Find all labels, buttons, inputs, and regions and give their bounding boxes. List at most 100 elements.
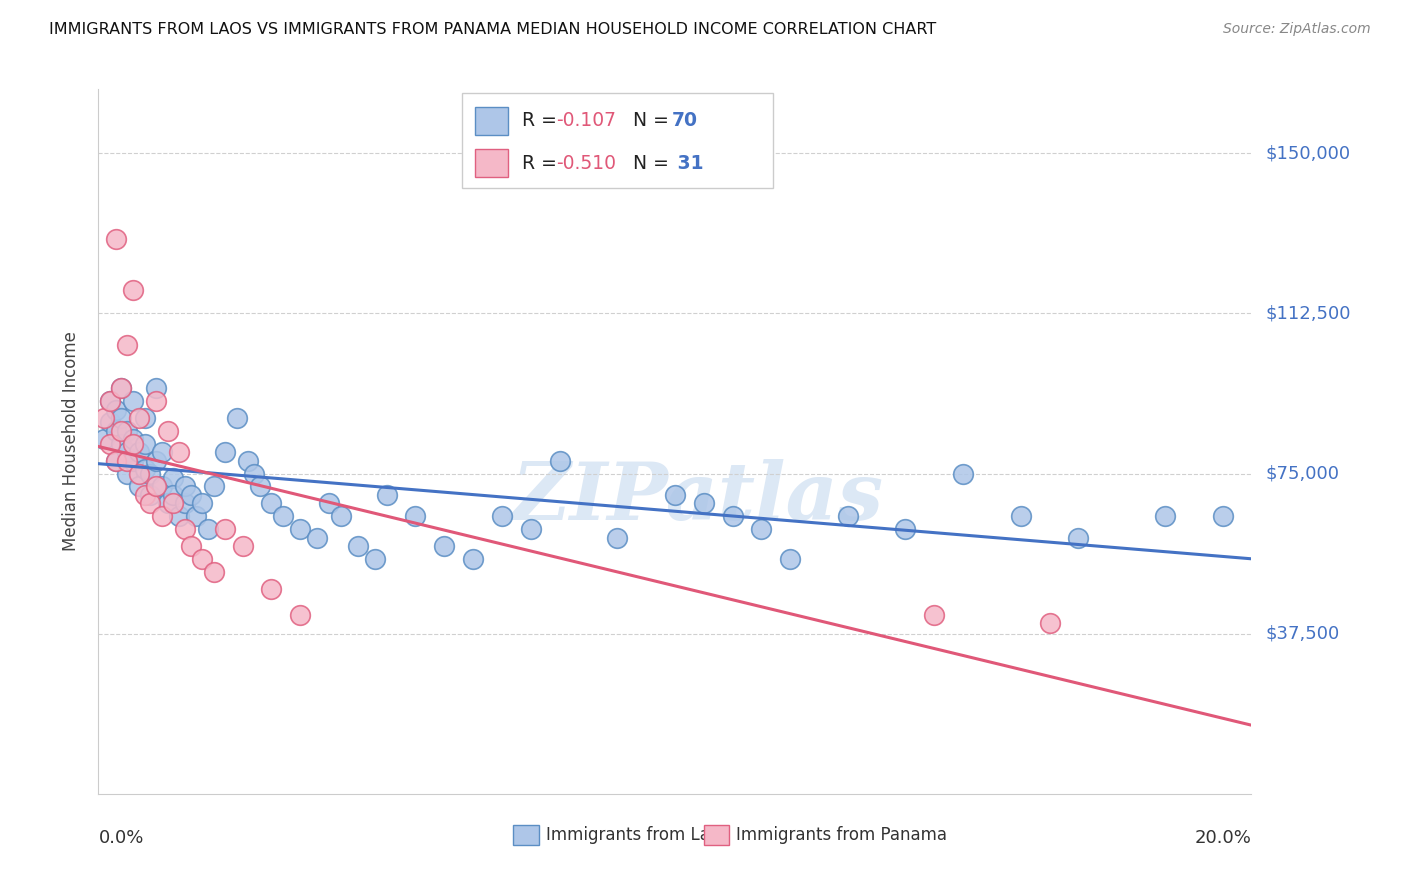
- Point: [837, 509, 859, 524]
- Point: [290, 607, 312, 622]
- Point: [145, 479, 167, 493]
- Point: [150, 479, 173, 493]
- Point: [186, 509, 208, 524]
- Point: [924, 607, 946, 622]
- Point: [98, 394, 121, 409]
- Point: [433, 539, 456, 553]
- Point: [134, 411, 156, 425]
- Point: [117, 445, 139, 459]
- Point: [145, 381, 167, 395]
- Point: [202, 479, 225, 493]
- Text: -0.107: -0.107: [557, 112, 616, 130]
- Point: [375, 488, 398, 502]
- Point: [174, 522, 197, 536]
- Point: [145, 454, 167, 468]
- Text: R =: R =: [522, 112, 562, 130]
- Point: [93, 433, 115, 447]
- Point: [721, 509, 744, 524]
- Point: [231, 539, 254, 553]
- Point: [122, 433, 145, 447]
- Point: [318, 496, 340, 510]
- Point: [307, 531, 329, 545]
- Point: [243, 467, 266, 481]
- Point: [139, 496, 162, 510]
- Point: [167, 445, 190, 459]
- Point: [128, 467, 150, 481]
- Point: [122, 436, 145, 450]
- Point: [1212, 509, 1234, 524]
- Point: [122, 283, 145, 297]
- Point: [364, 552, 387, 566]
- Point: [150, 445, 173, 459]
- Point: [128, 445, 150, 459]
- Point: [110, 424, 132, 438]
- Point: [145, 394, 167, 409]
- Point: [110, 381, 132, 395]
- Point: [104, 454, 127, 468]
- Point: [110, 381, 132, 395]
- Text: N =: N =: [633, 153, 675, 173]
- Point: [520, 522, 543, 536]
- Text: 20.0%: 20.0%: [1195, 830, 1251, 847]
- Point: [128, 411, 150, 425]
- FancyBboxPatch shape: [475, 149, 508, 178]
- Point: [117, 424, 139, 438]
- Text: N =: N =: [633, 112, 675, 130]
- Text: IMMIGRANTS FROM LAOS VS IMMIGRANTS FROM PANAMA MEDIAN HOUSEHOLD INCOME CORRELATI: IMMIGRANTS FROM LAOS VS IMMIGRANTS FROM …: [49, 22, 936, 37]
- FancyBboxPatch shape: [513, 825, 538, 845]
- Text: R =: R =: [522, 153, 562, 173]
- Point: [238, 454, 260, 468]
- Point: [122, 454, 145, 468]
- Point: [197, 522, 219, 536]
- Point: [128, 479, 150, 493]
- Point: [405, 509, 427, 524]
- Text: -0.510: -0.510: [557, 153, 616, 173]
- Text: 70: 70: [672, 112, 697, 130]
- Point: [134, 488, 156, 502]
- Point: [110, 411, 132, 425]
- Point: [174, 479, 197, 493]
- Point: [139, 467, 162, 481]
- Point: [162, 471, 184, 485]
- Point: [693, 496, 716, 510]
- Text: $112,500: $112,500: [1265, 304, 1351, 322]
- Point: [271, 509, 294, 524]
- Point: [134, 462, 156, 476]
- Text: Immigrants from Laos: Immigrants from Laos: [546, 826, 728, 844]
- Point: [98, 436, 121, 450]
- Point: [98, 415, 121, 429]
- FancyBboxPatch shape: [704, 825, 730, 845]
- Point: [180, 539, 202, 553]
- Point: [93, 411, 115, 425]
- Point: [191, 552, 214, 566]
- Text: 31: 31: [672, 153, 704, 173]
- Point: [214, 445, 236, 459]
- Point: [202, 565, 225, 579]
- Point: [290, 522, 312, 536]
- Point: [751, 522, 773, 536]
- Point: [156, 424, 179, 438]
- Point: [167, 509, 190, 524]
- Point: [110, 436, 132, 450]
- Point: [214, 522, 236, 536]
- Text: ZIPatlas: ZIPatlas: [512, 459, 884, 537]
- Text: $75,000: $75,000: [1265, 465, 1340, 483]
- Point: [122, 394, 145, 409]
- Point: [156, 496, 179, 510]
- Point: [548, 454, 571, 468]
- Point: [894, 522, 917, 536]
- Text: $37,500: $37,500: [1265, 624, 1340, 643]
- Point: [249, 479, 271, 493]
- Text: $150,000: $150,000: [1265, 145, 1350, 162]
- Point: [491, 509, 513, 524]
- Point: [664, 488, 686, 502]
- Point: [260, 582, 283, 596]
- Point: [260, 496, 283, 510]
- Point: [174, 496, 197, 510]
- Point: [329, 509, 352, 524]
- Text: Source: ZipAtlas.com: Source: ZipAtlas.com: [1223, 22, 1371, 37]
- Point: [117, 338, 139, 352]
- Point: [225, 411, 247, 425]
- Text: 0.0%: 0.0%: [98, 830, 143, 847]
- Point: [606, 531, 628, 545]
